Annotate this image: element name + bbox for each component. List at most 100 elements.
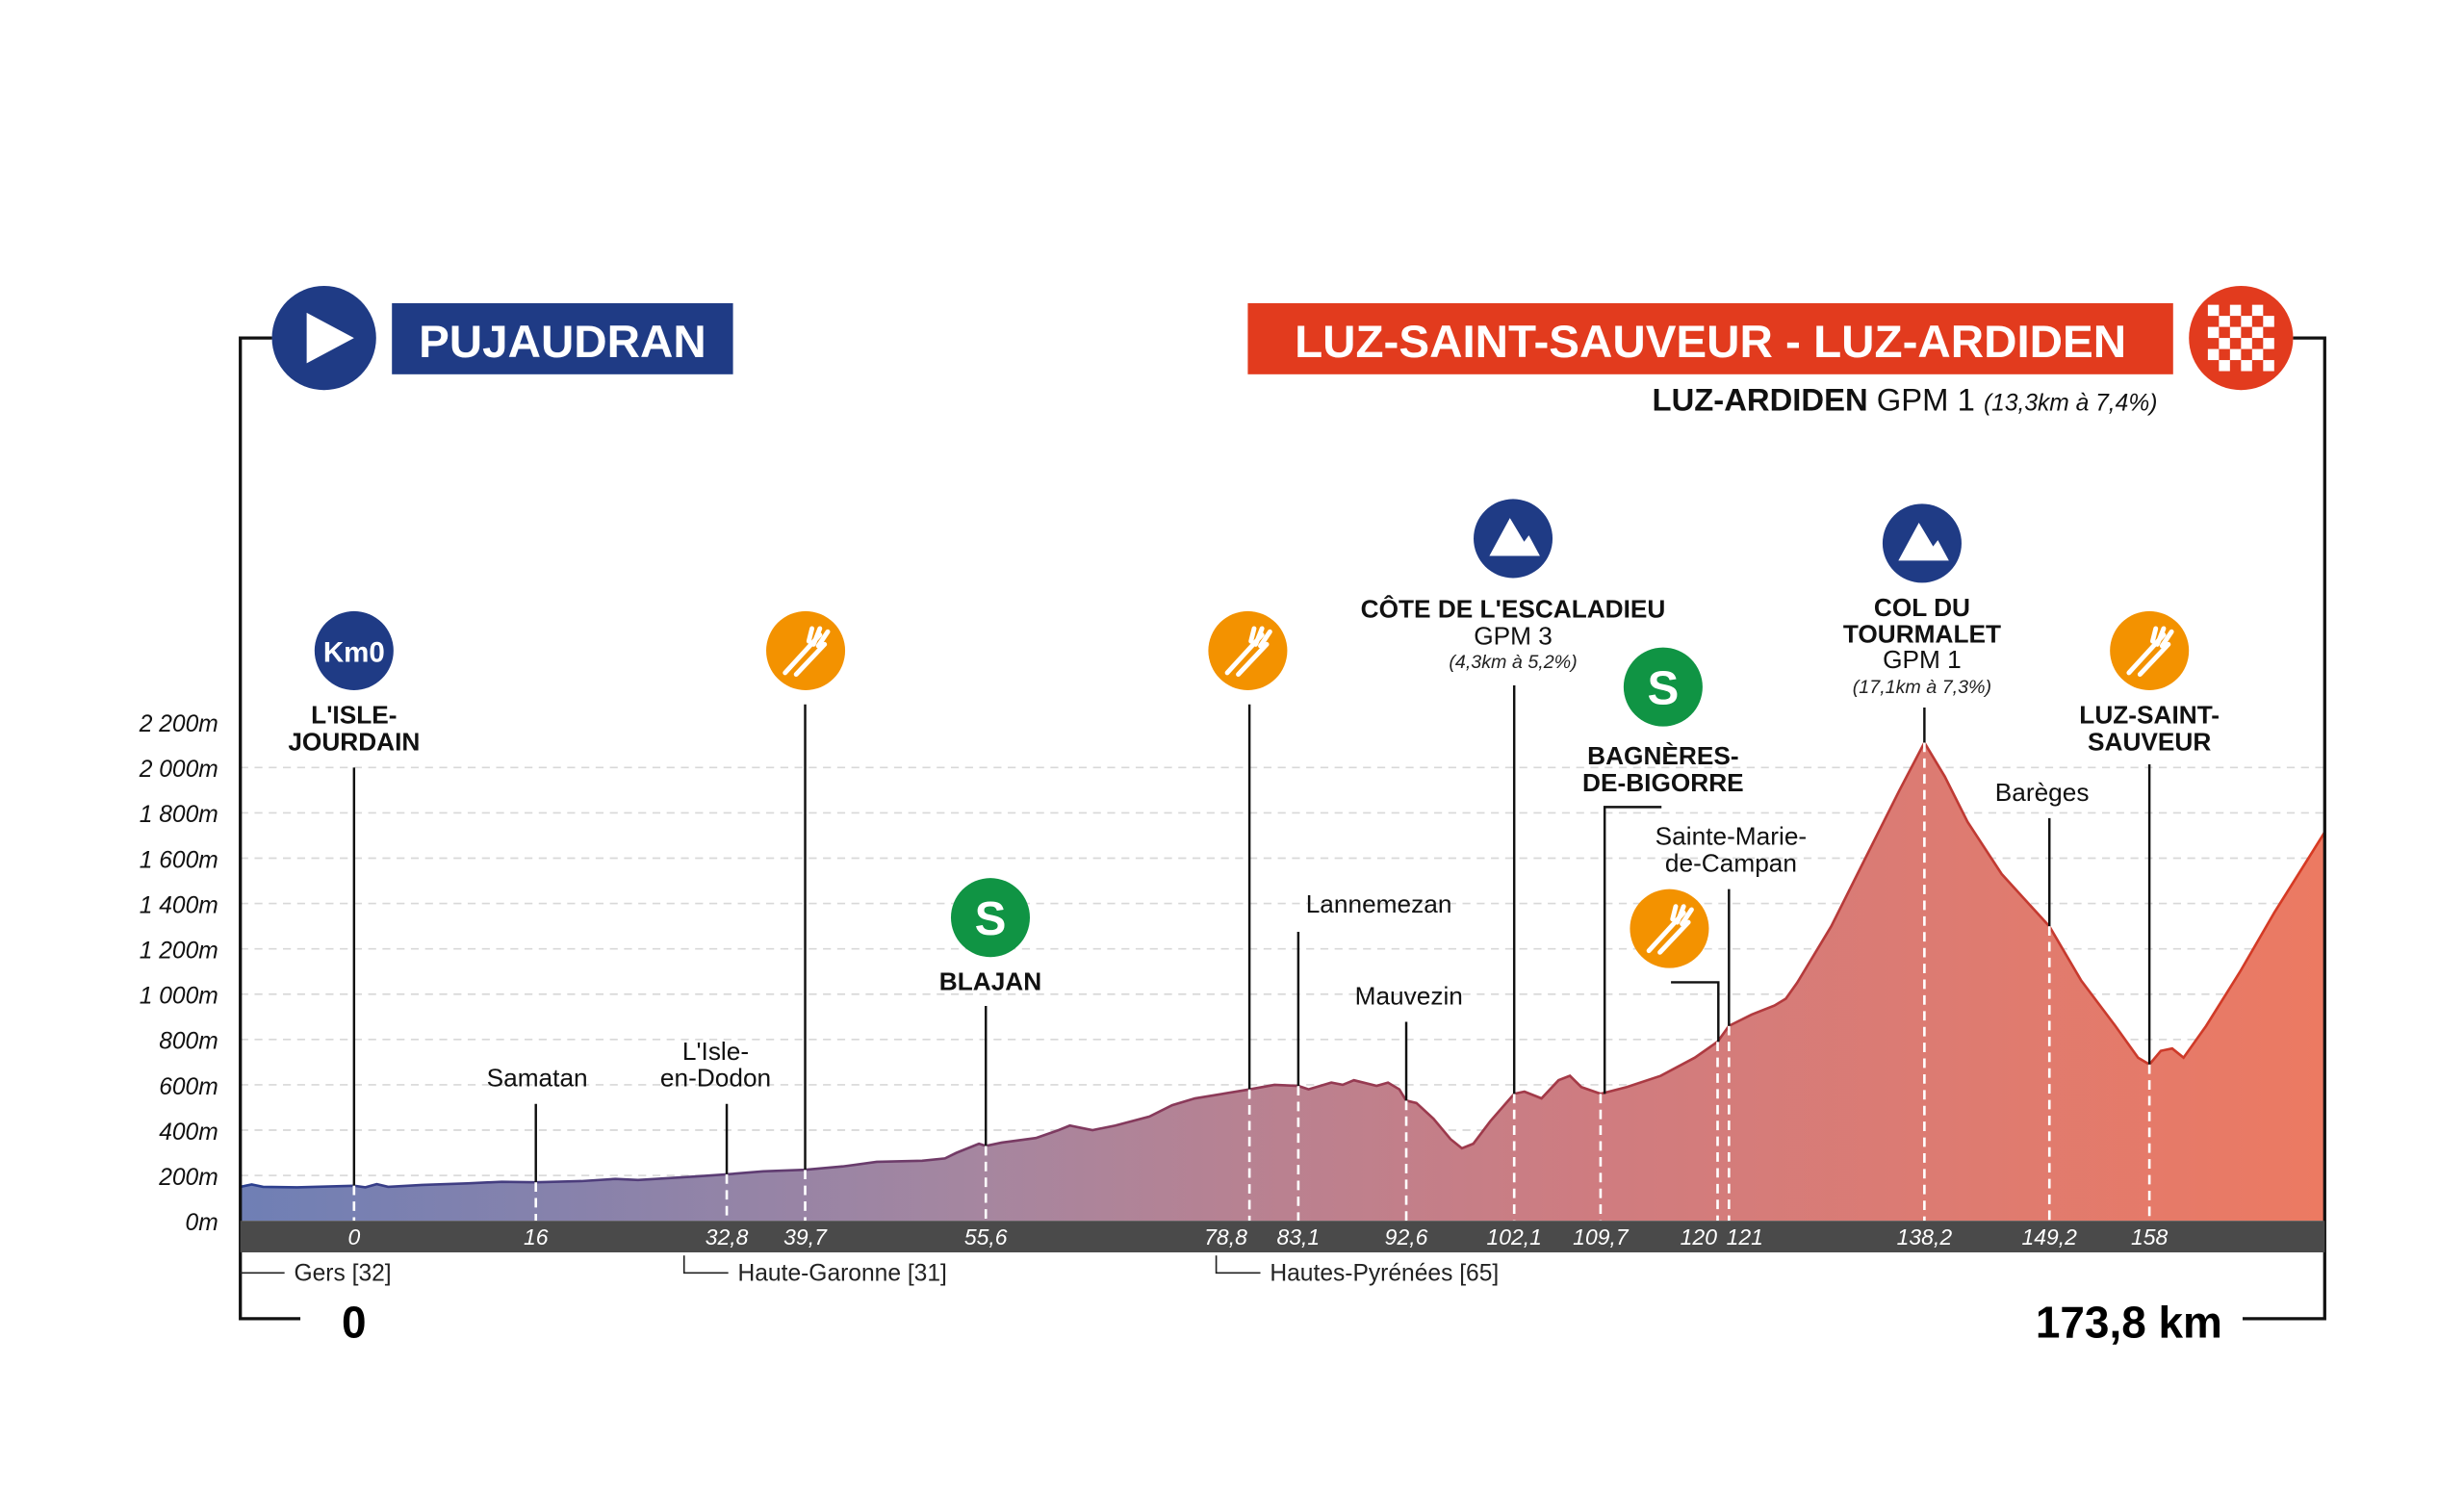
km-label: 39,7 <box>783 1224 828 1249</box>
checkered-pattern <box>2207 304 2274 372</box>
km-label: 83,1 <box>1277 1224 1321 1249</box>
label-escaladieu-detail: (4,3km à 5,2%) <box>1449 652 1577 673</box>
km-label: 55,6 <box>964 1224 1008 1249</box>
feed-zone-icon <box>2110 610 2190 690</box>
region-hautes-pyrenees: Hautes-Pyrénées [65] <box>1270 1261 1499 1287</box>
label-escaladieu-cat: GPM 3 <box>1474 621 1553 650</box>
km-label: 109,7 <box>1573 1224 1630 1249</box>
finish-city: LUZ-SAINT-SAUVEUR - LUZ-ARDIDEN <box>1295 317 2126 368</box>
km-axis-bar <box>240 1221 2325 1252</box>
checker-square <box>2207 348 2220 361</box>
fork-knife-icon <box>2126 626 2174 677</box>
km-label: 0 <box>347 1224 360 1249</box>
y-axis-labels: 0m 200m 400m 600m 800m 1 000m 1 200m 1 400m 1 60… <box>139 711 218 1236</box>
svg-text:Km0: Km0 <box>323 636 385 668</box>
y-tick-label: 1 800m <box>140 802 218 828</box>
sprint-icon: S <box>1623 647 1703 727</box>
feed-zone-icon <box>766 610 846 690</box>
mountain-icon <box>1882 503 1962 583</box>
checker-square <box>2241 316 2252 327</box>
km-label: 78,8 <box>1204 1224 1247 1249</box>
checker-square <box>2219 316 2230 327</box>
y-tick-label: 1 600m <box>140 847 218 873</box>
final-climb-info: LUZ-ARDIDEN GPM 1 (13,3km à 7,4%) <box>1653 382 2158 418</box>
distance-start: 0 <box>342 1298 367 1348</box>
km-label: 32,8 <box>706 1224 749 1249</box>
label-lisle-en-dodon: L'Isle-en-Dodon <box>660 1037 771 1093</box>
svg-text:S: S <box>1647 662 1679 715</box>
feed-zone-icon <box>1208 610 1288 690</box>
km-label: 120 <box>1681 1224 1718 1249</box>
distance-total: 173,8 km <box>2036 1298 2222 1348</box>
checker-square <box>2219 360 2230 372</box>
label-bagneres: BAGNÈRES-DE-BIGORRE <box>1582 741 1744 797</box>
km-axis-labels: 0 16 32,8 39,7 55,6 78,8 83,1 92,6 102,1 109,7 120… <box>347 1224 2168 1249</box>
checker-square <box>2207 304 2220 317</box>
fork-knife-icon <box>783 626 831 677</box>
y-tick-label: 800m <box>159 1029 218 1055</box>
y-tick-label: 600m <box>159 1074 218 1100</box>
sprint-icon: S <box>950 878 1031 958</box>
waypoint-lines <box>352 685 2151 1222</box>
km-label: 138,2 <box>1897 1224 1953 1249</box>
checker-square <box>2251 326 2264 339</box>
fork-knife-icon <box>1646 904 1694 955</box>
checker-square <box>2263 338 2274 349</box>
checker-square <box>2229 326 2242 339</box>
y-tick-label: 0m <box>186 1210 218 1236</box>
region-haute-garonne: Haute-Garonne [31] <box>737 1261 946 1287</box>
fork-knife-icon <box>1224 626 1272 677</box>
gridlines <box>240 766 2325 1176</box>
label-blajan: BLAJAN <box>939 967 1041 996</box>
region-brackets <box>240 1255 1261 1275</box>
km-label: 149,2 <box>2022 1224 2078 1249</box>
km0-icon: Km0 <box>314 610 394 690</box>
svg-text:S: S <box>975 892 1007 945</box>
km-label: 121 <box>1727 1224 1763 1249</box>
label-tourmalet-detail: (17,1km à 7,3%) <box>1853 677 1991 698</box>
y-tick-label: 2 000m <box>139 757 218 783</box>
label-lannemezan: Lannemezan <box>1306 889 1452 918</box>
marker-line <box>1603 806 1662 1095</box>
checker-square <box>2207 326 2220 339</box>
label-lisle-jourdain: L'ISLE-JOURDAIN <box>288 700 420 756</box>
play-triangle-icon <box>306 312 354 364</box>
elevation-profile <box>240 742 2325 1222</box>
feed-zone-icon <box>1630 889 1709 968</box>
frame <box>239 336 2326 1321</box>
label-tourmalet: COL DU TOURMALET <box>1843 593 2001 649</box>
km-label: 92,6 <box>1385 1224 1428 1249</box>
y-tick-label: 1 400m <box>140 892 218 918</box>
checker-square <box>2229 304 2242 317</box>
start-badge: PUJAUDRAN <box>271 285 733 391</box>
y-tick-label: 1 200m <box>140 939 218 965</box>
label-sainte-marie: Sainte-Marie-de-Campan <box>1656 822 1807 878</box>
checker-square <box>2241 338 2252 349</box>
checker-square <box>2263 360 2274 372</box>
finish-badge: LUZ-SAINT-SAUVEUR - LUZ-ARDIDEN <box>1247 285 2294 391</box>
checker-square <box>2229 348 2242 361</box>
label-mauvezin: Mauvezin <box>1355 981 1463 1010</box>
y-tick-label: 400m <box>159 1120 218 1146</box>
km-label: 102,1 <box>1486 1224 1541 1249</box>
checker-square <box>2251 304 2264 317</box>
y-tick-label: 200m <box>158 1165 218 1191</box>
label-escaladieu: CÔTE DE L'ESCALADIEU <box>1361 594 1666 623</box>
checker-square <box>2241 360 2252 372</box>
start-city: PUJAUDRAN <box>419 317 706 368</box>
label-bareges: Barèges <box>1995 778 2090 807</box>
y-tick-label: 2 200m <box>139 711 218 737</box>
checker-square <box>2263 316 2274 327</box>
marker-line <box>1671 981 1720 1043</box>
checker-square <box>2219 338 2230 349</box>
region-gers: Gers [32] <box>294 1261 391 1287</box>
y-tick-label: 1 000m <box>140 984 218 1010</box>
mountain-icon <box>1474 499 1553 579</box>
elevation-profile-outline <box>240 739 2326 1189</box>
km-label: 158 <box>2131 1224 2169 1249</box>
label-tourmalet-cat: GPM 1 <box>1883 645 1962 674</box>
km-label: 16 <box>524 1224 549 1249</box>
label-luz-saint-sauveur: LUZ-SAINT-SAUVEUR <box>2079 700 2220 756</box>
label-samatan: Samatan <box>487 1064 588 1093</box>
